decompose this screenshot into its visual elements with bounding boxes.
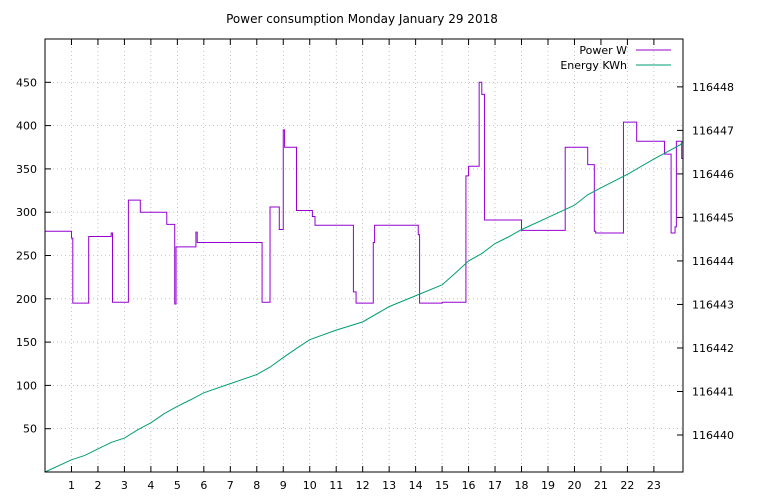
x-tick-label: 18 (515, 479, 529, 492)
x-tick-label: 7 (227, 479, 234, 492)
legend-label: Power W (579, 44, 627, 57)
y-tick-label: 250 (16, 250, 37, 263)
x-tick-label: 17 (488, 479, 502, 492)
plot-border (44, 38, 684, 473)
y2-tick-label: 116444 (692, 255, 734, 268)
y-tick-label: 450 (16, 76, 37, 89)
x-tick-label: 8 (253, 479, 260, 492)
y2-tick-label: 116446 (692, 168, 734, 181)
x-tick-label: 22 (620, 479, 634, 492)
x-tick-label: 16 (462, 479, 476, 492)
x-tick-label: 15 (435, 479, 449, 492)
series-layer (44, 81, 684, 473)
legend-label: Energy KWh (560, 59, 627, 72)
x-tick-label: 19 (541, 479, 555, 492)
y-tick-label: 50 (23, 423, 37, 436)
y-tick-label: 200 (16, 293, 37, 306)
y-tick-label: 350 (16, 163, 37, 176)
y2-tick-label: 116440 (692, 429, 734, 442)
y-tick-label: 400 (16, 120, 37, 133)
x-tick-label: 4 (147, 479, 154, 492)
y2-tick-label: 116441 (692, 385, 734, 398)
axis-layer: 1 2 3 4 5 6 7 8 9 10 11 12 13 14 15 16 17 18 19 20 21 22 23501… (16, 38, 734, 492)
x-tick-label: 20 (567, 479, 581, 492)
x-tick-label: 23 (647, 479, 661, 492)
legend: Power W Energy KWh (560, 44, 671, 72)
y2-tick-label: 116445 (692, 211, 734, 224)
y-tick-label: 300 (16, 206, 37, 219)
y-tick-label: 100 (16, 379, 37, 392)
x-tick-label: 3 (121, 479, 128, 492)
x-tick-label: 9 (280, 479, 287, 492)
y-tick-label: 150 (16, 336, 37, 349)
x-tick-label: 6 (200, 479, 207, 492)
x-tick-label: 1 (68, 479, 75, 492)
x-tick-label: 13 (382, 479, 396, 492)
y2-tick-label: 116443 (692, 298, 734, 311)
x-tick-label: 5 (174, 479, 181, 492)
x-tick-label: 2 (94, 479, 101, 492)
x-tick-label: 10 (303, 479, 317, 492)
chart-title: Power consumption Monday January 29 2018 (226, 12, 498, 26)
y2-tick-label: 116448 (692, 81, 734, 94)
x-tick-label: 14 (409, 479, 423, 492)
y2-tick-label: 116447 (692, 124, 734, 137)
series-line-power-w (45, 81, 683, 305)
x-tick-label: 21 (594, 479, 608, 492)
series-line-energy-kwh (44, 140, 684, 473)
y2-tick-label: 116442 (692, 342, 734, 355)
grid-layer (45, 39, 683, 472)
x-tick-label: 12 (356, 479, 370, 492)
x-tick-label: 11 (329, 479, 343, 492)
